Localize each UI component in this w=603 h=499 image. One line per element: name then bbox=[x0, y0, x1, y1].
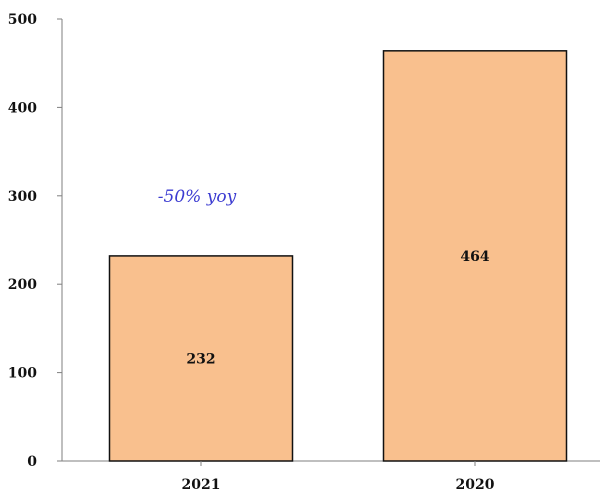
x-tick-label: 2021 bbox=[182, 477, 221, 493]
y-tick-label: 400 bbox=[8, 100, 37, 116]
x-tick-label: 2020 bbox=[456, 477, 495, 493]
y-tick-label: 0 bbox=[27, 454, 37, 470]
bar-value-label: 464 bbox=[460, 249, 489, 265]
bar bbox=[108, 255, 294, 462]
yoy-annotation: -50% yoy bbox=[158, 187, 237, 207]
bar bbox=[382, 50, 568, 462]
annotations: -50% yoy bbox=[158, 187, 237, 207]
y-tick-label: 100 bbox=[8, 366, 37, 382]
x-axis-labels: 2021 2020 bbox=[182, 461, 495, 493]
y-tick-label: 500 bbox=[8, 12, 37, 28]
y-axis-ticks: 0 100 200 300 400 500 bbox=[8, 12, 62, 470]
bar-series: 232 464 bbox=[108, 50, 568, 462]
y-tick-label: 200 bbox=[8, 277, 37, 293]
bar-value-label: 232 bbox=[186, 351, 215, 367]
y-tick-label: 300 bbox=[8, 189, 37, 205]
